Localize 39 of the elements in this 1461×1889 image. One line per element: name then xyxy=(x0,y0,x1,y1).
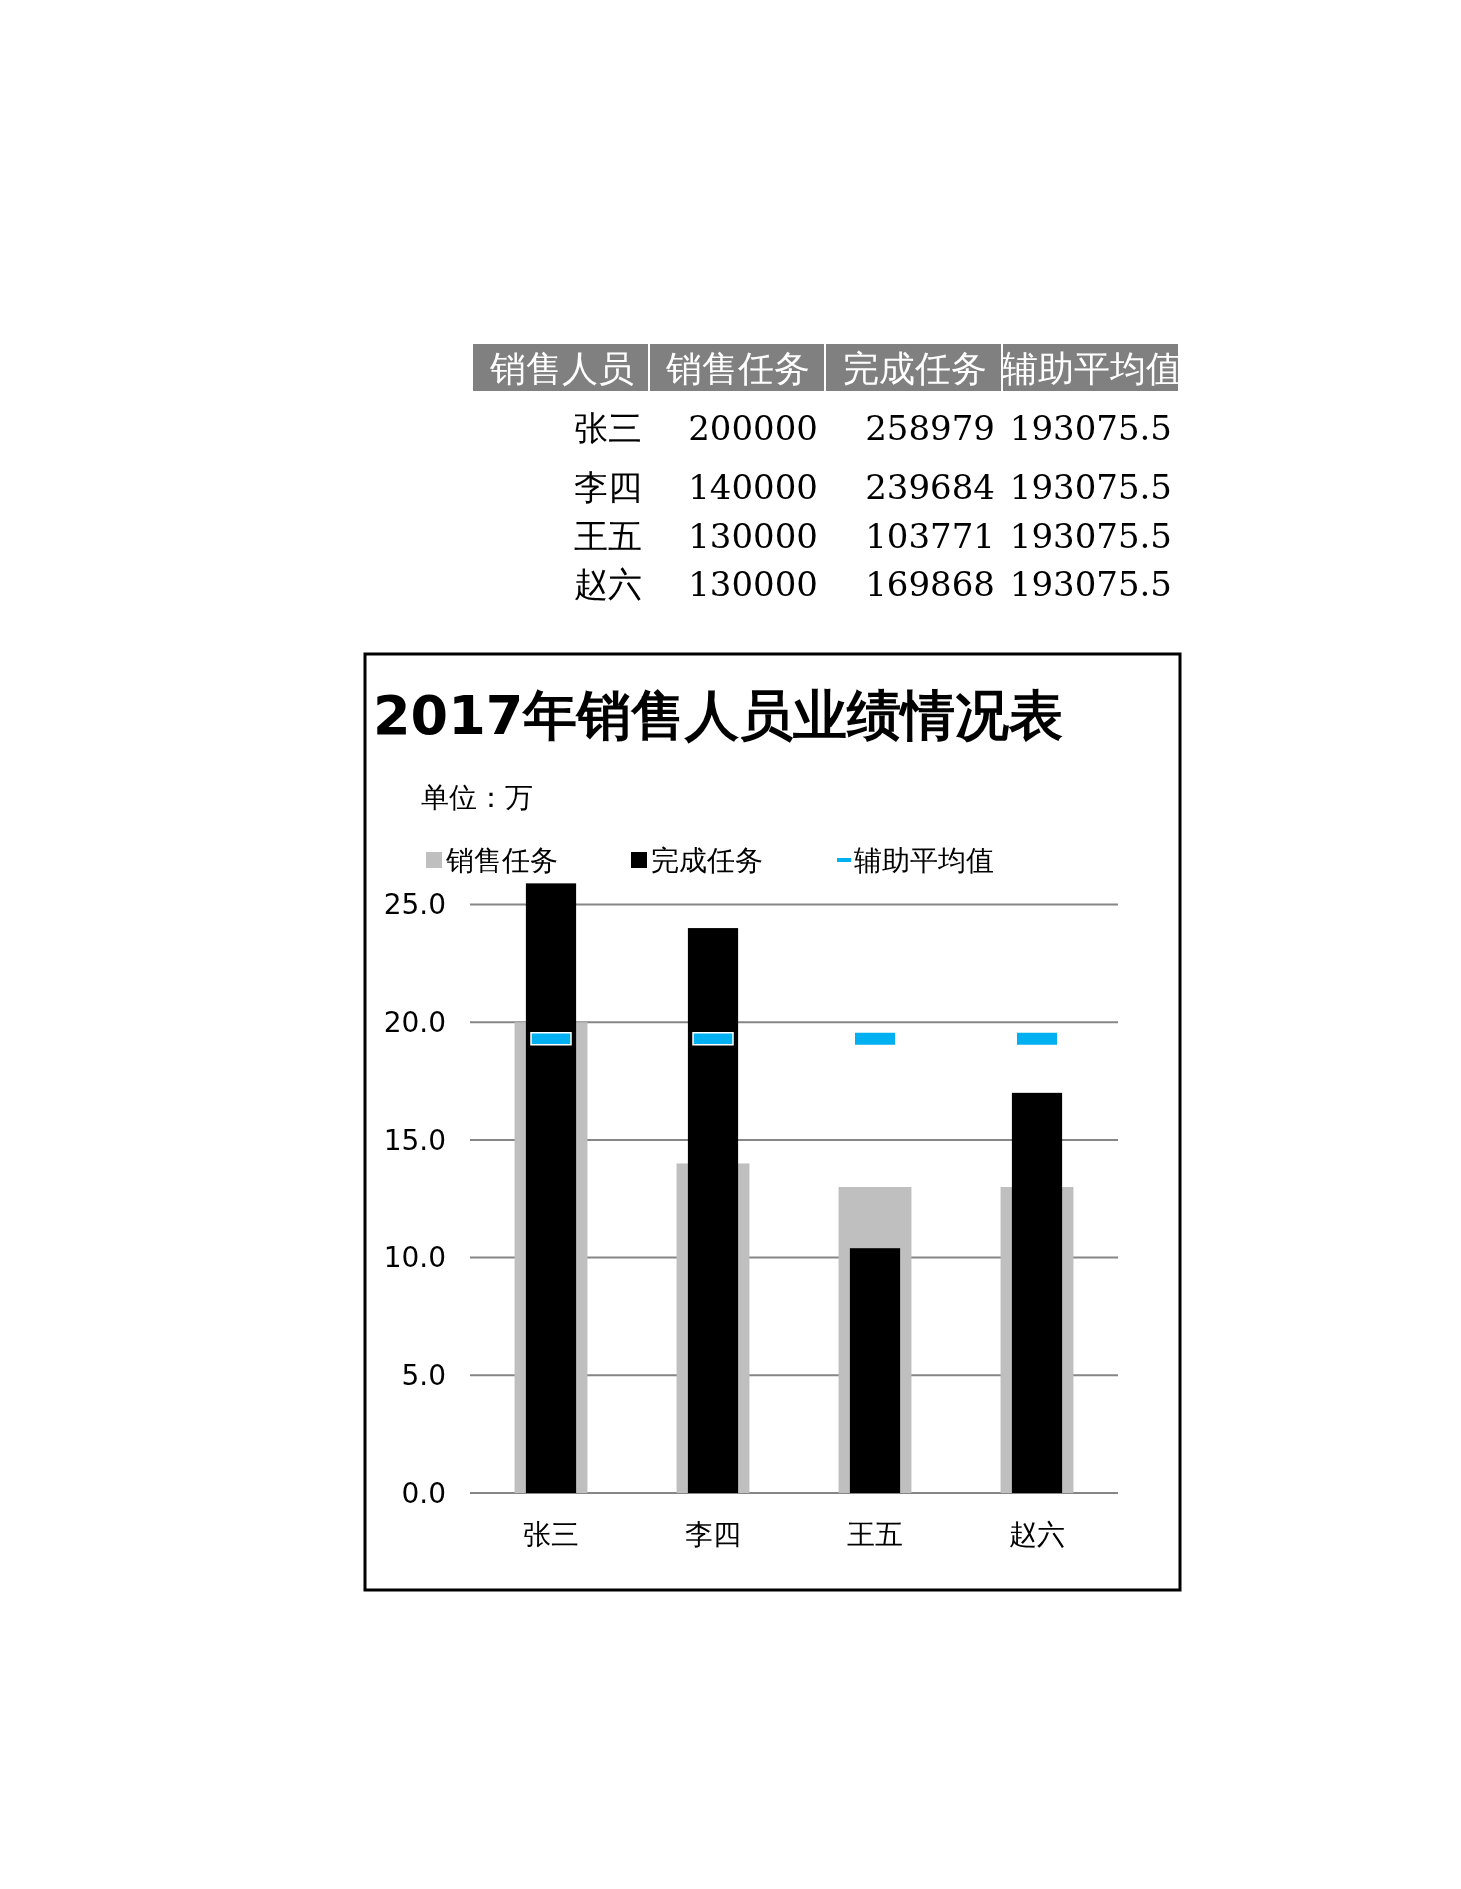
x-tick-label: 李四 xyxy=(685,1517,741,1551)
text: 赵六 xyxy=(574,563,642,604)
chart-title: 2017年销售人员业绩情况表 xyxy=(373,683,1064,747)
bar xyxy=(687,928,739,1493)
text: 103771 xyxy=(865,515,995,556)
text: 辅助平均值 xyxy=(1001,347,1182,389)
legend-label: 辅助平均值 xyxy=(854,843,994,877)
text: 193075.5 xyxy=(1009,563,1172,604)
text: 169868 xyxy=(865,563,995,604)
text: 193075.5 xyxy=(1009,407,1172,448)
bar xyxy=(1011,1092,1063,1493)
text: 258979 xyxy=(865,407,995,448)
x-tick-label: 赵六 xyxy=(1009,1517,1065,1551)
text: 193075.5 xyxy=(1009,515,1172,556)
text: 130000 xyxy=(688,515,818,556)
y-tick-label: 15.0 xyxy=(383,1123,446,1157)
legend-label: 销售任务 xyxy=(445,843,558,877)
text: 完成任务 xyxy=(842,347,987,389)
text: 130000 xyxy=(688,563,818,604)
x-tick-label: 张三 xyxy=(523,1517,579,1551)
chart-subtitle: 单位：万 xyxy=(421,780,533,814)
text: 193075.5 xyxy=(1009,466,1172,507)
y-tick-label: 25.0 xyxy=(383,888,446,922)
text: 销售任务 xyxy=(665,347,810,389)
text: 王五 xyxy=(574,515,642,556)
bar xyxy=(849,1248,901,1493)
text: 李四 xyxy=(574,466,642,507)
y-tick-label: 5.0 xyxy=(401,1359,446,1393)
text: 张三 xyxy=(574,407,642,448)
y-tick-label: 0.0 xyxy=(401,1476,446,1510)
text: 销售人员 xyxy=(488,347,634,389)
text: 200000 xyxy=(688,407,818,448)
y-tick-label: 10.0 xyxy=(383,1241,446,1275)
legend-label: 完成任务 xyxy=(651,843,763,877)
bar xyxy=(525,883,577,1493)
y-tick-label: 20.0 xyxy=(383,1006,446,1040)
text: 140000 xyxy=(688,466,818,507)
x-tick-label: 王五 xyxy=(847,1517,903,1551)
text: 239684 xyxy=(865,466,995,507)
